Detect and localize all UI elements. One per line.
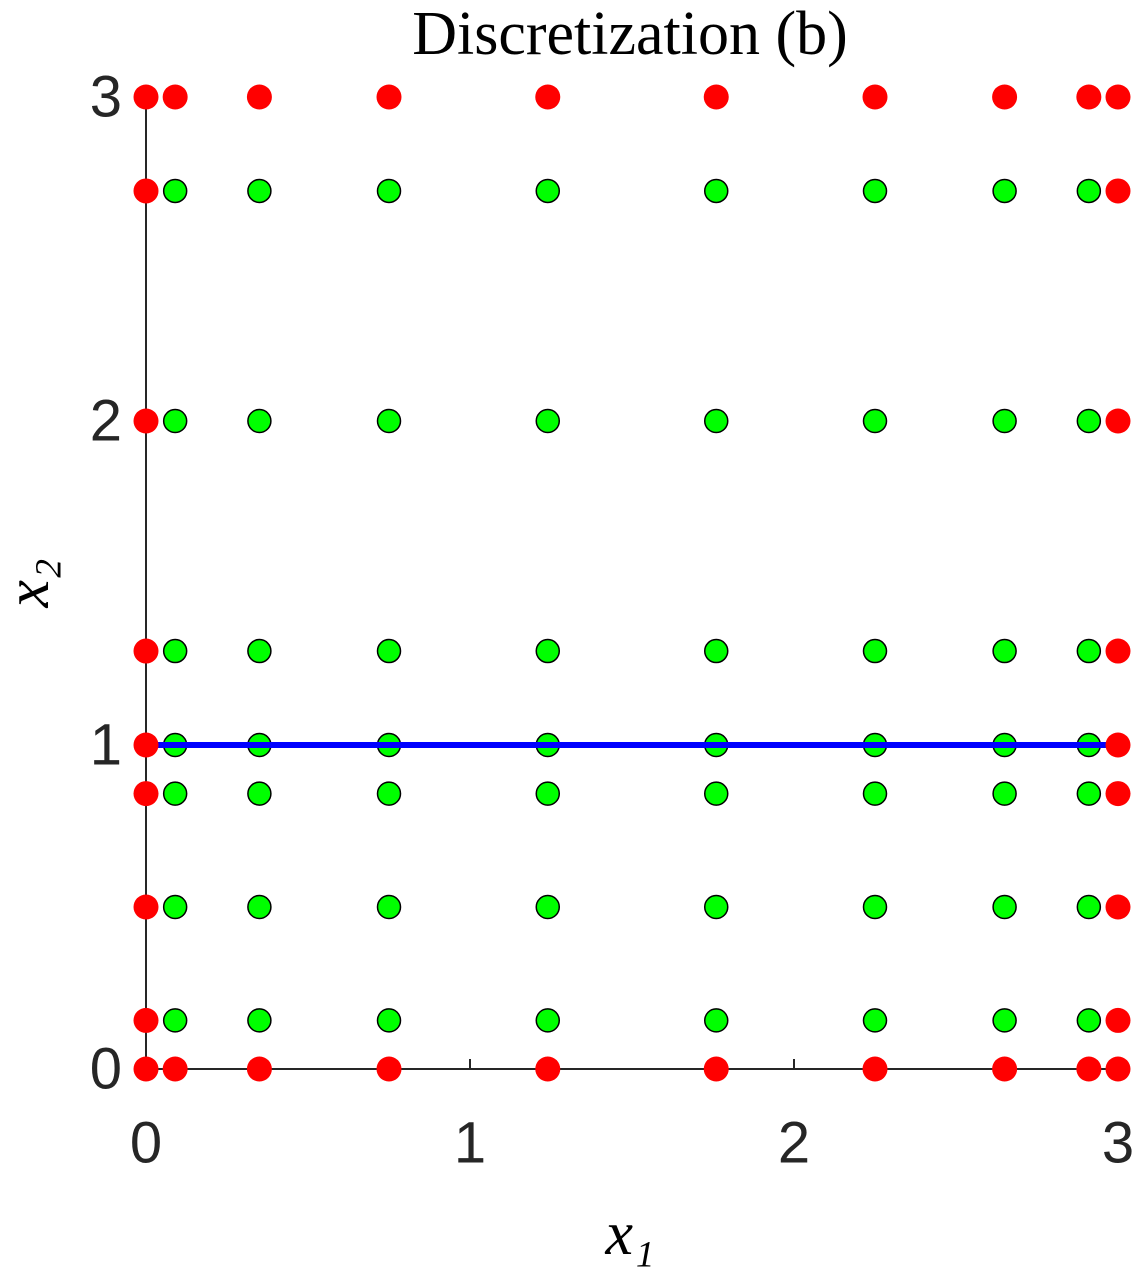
point	[703, 781, 729, 806]
point	[992, 781, 1017, 806]
point	[133, 1056, 159, 1082]
point	[1076, 638, 1102, 664]
point	[133, 1007, 159, 1033]
point	[162, 178, 188, 204]
x-tick-label: 1	[454, 1110, 486, 1175]
point	[703, 1056, 729, 1082]
point	[535, 178, 561, 204]
point	[162, 84, 188, 110]
x-tick-label: 2	[778, 1110, 810, 1175]
point	[862, 781, 888, 806]
point	[162, 781, 188, 806]
point	[862, 894, 888, 920]
point	[862, 178, 888, 204]
point	[162, 894, 188, 920]
point	[1076, 1008, 1102, 1033]
point	[1076, 781, 1102, 806]
point	[535, 408, 561, 434]
point	[133, 638, 159, 664]
point	[703, 84, 729, 110]
point	[1105, 1007, 1131, 1033]
point	[535, 638, 561, 664]
point	[1105, 732, 1131, 758]
point	[535, 894, 561, 920]
point	[247, 781, 272, 806]
point	[992, 894, 1017, 920]
point	[162, 1008, 188, 1033]
point	[247, 638, 272, 664]
point	[862, 84, 888, 110]
point	[247, 178, 272, 204]
point	[376, 408, 402, 434]
point	[133, 732, 159, 758]
point	[133, 408, 159, 434]
point	[992, 1008, 1017, 1033]
point	[992, 1056, 1018, 1082]
x-axis-label: x₁	[604, 1200, 654, 1268]
chart-title: Discretization (b)	[412, 0, 848, 68]
point	[1076, 178, 1102, 204]
x-tick-label: 0	[130, 1110, 162, 1175]
point	[535, 1056, 561, 1082]
point	[535, 781, 561, 806]
point	[703, 1008, 729, 1033]
point	[992, 178, 1017, 204]
point	[376, 178, 402, 204]
point	[247, 894, 272, 920]
point	[862, 638, 888, 664]
point	[1076, 1056, 1102, 1082]
point	[862, 1056, 888, 1082]
point	[1105, 84, 1131, 110]
point	[535, 1008, 561, 1033]
point	[162, 1056, 188, 1082]
point	[246, 84, 272, 110]
point	[703, 638, 729, 664]
point	[162, 638, 188, 664]
point	[162, 408, 188, 434]
point	[1105, 638, 1131, 664]
point	[992, 408, 1017, 434]
point	[992, 638, 1017, 664]
point	[376, 894, 402, 920]
point	[992, 84, 1018, 110]
point	[133, 84, 159, 110]
y-tick-label: 1	[90, 712, 122, 777]
point	[1105, 408, 1131, 434]
point	[133, 178, 159, 204]
point	[1105, 1056, 1131, 1082]
point	[376, 638, 402, 664]
y-tick-label: 3	[90, 64, 122, 129]
y-tick-label: 0	[90, 1036, 122, 1101]
point	[247, 408, 272, 434]
point	[376, 84, 402, 110]
point	[703, 408, 729, 434]
point	[1076, 84, 1102, 110]
point	[376, 781, 402, 806]
point	[1105, 781, 1131, 807]
point	[703, 178, 729, 204]
point	[1076, 894, 1102, 920]
point	[1076, 408, 1102, 434]
point	[535, 84, 561, 110]
point	[862, 408, 888, 434]
point	[133, 781, 159, 807]
y-tick-label: 2	[90, 388, 122, 453]
point	[1105, 178, 1131, 204]
point	[703, 894, 729, 920]
point	[862, 1008, 888, 1033]
point	[376, 1008, 402, 1033]
point	[376, 1056, 402, 1082]
point	[246, 1056, 272, 1082]
y-axis-label: x₂	[0, 558, 62, 608]
point	[1105, 894, 1131, 920]
point	[247, 1008, 272, 1033]
x-tick-label: 3	[1102, 1110, 1134, 1175]
point	[133, 894, 159, 920]
